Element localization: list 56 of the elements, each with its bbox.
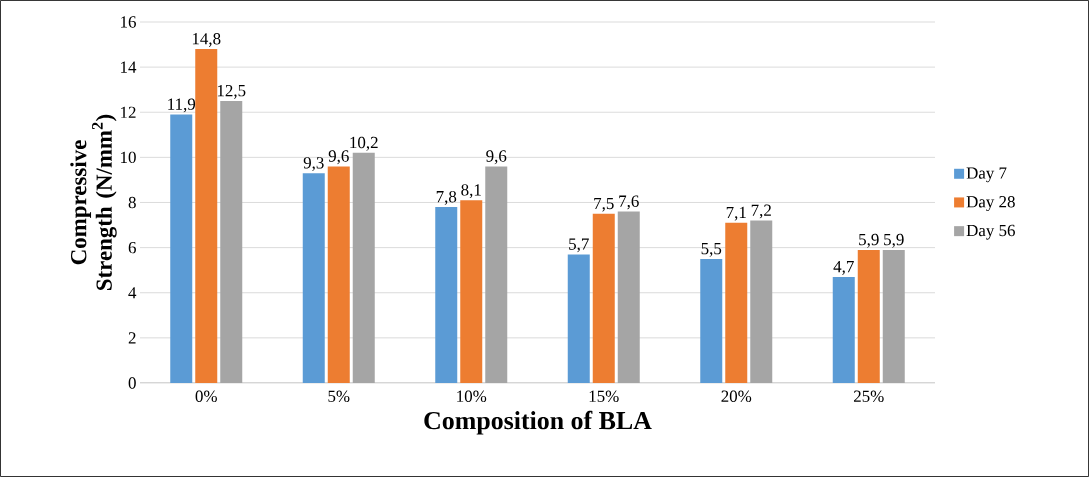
data-label: 5,9 [859,233,879,248]
bar [617,211,640,383]
data-label: 12,5 [217,84,246,99]
bar [435,207,458,383]
x-tick-label: 15% [589,390,619,402]
bar [195,49,218,383]
bar [725,222,748,383]
bar [327,166,350,383]
x-tick-label: 25% [853,390,884,402]
legend-label: Day 28 [966,196,1015,211]
data-label: 5,7 [569,238,589,253]
legend-label: Day 7 [966,167,1007,183]
y-axis-title: Compressive Strength (N/mm$^{2}$) [70,114,117,290]
x-tick-label: 5% [328,390,350,402]
bar [302,173,325,383]
data-label: 9,3 [303,157,324,171]
data-label: 14,8 [192,33,221,47]
x-axis-title: Composition of BLA [424,410,652,435]
data-label: 7,6 [619,195,639,210]
y-tick-label: 0 [128,377,136,389]
data-label: 9,6 [486,150,507,165]
legend-label: Day 56 [966,224,1015,240]
bar [592,213,615,383]
x-tick-label: 0% [195,390,217,402]
data-label: 10,2 [350,136,378,151]
y-tick-label: 4 [128,287,137,299]
bar [857,249,880,383]
data-label: 7,2 [751,204,771,219]
data-label: 7,5 [594,197,614,212]
data-label: 7,1 [726,206,746,221]
bar [352,152,375,383]
x-tick-label: 20% [721,390,752,402]
bar [460,200,483,383]
y-tick-label: 8 [128,196,136,209]
bar [832,276,855,383]
y-tick-label: 2 [128,332,136,344]
y-tick-label: 6 [128,241,136,254]
data-label: 9,6 [328,150,349,165]
bar [700,258,723,383]
data-label: 11,9 [168,98,196,113]
y-tick-label: 14 [121,61,137,73]
bar [485,166,508,383]
data-label: 5,5 [701,243,722,257]
bar [170,114,193,383]
data-label: 7,8 [436,190,457,205]
bar [750,220,773,383]
y-tick-label: 10 [121,151,136,164]
data-label: 4,7 [833,261,854,275]
x-tick-label: 10% [457,390,487,402]
bar [567,254,590,383]
data-label: 8,1 [461,184,481,199]
y-tick-label: 16 [121,16,136,28]
bar [882,249,905,383]
y-tick-label: 12 [121,106,136,118]
bar [220,100,243,383]
data-label: 5,9 [884,233,904,248]
